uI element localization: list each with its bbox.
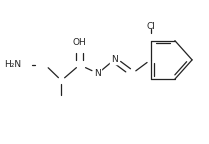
- Text: N: N: [111, 55, 117, 64]
- Text: N: N: [111, 55, 117, 64]
- Text: N: N: [94, 69, 101, 78]
- Text: H₂N: H₂N: [4, 60, 21, 69]
- Text: Cl: Cl: [146, 22, 155, 31]
- Text: OH: OH: [73, 38, 87, 47]
- Text: N: N: [94, 69, 101, 78]
